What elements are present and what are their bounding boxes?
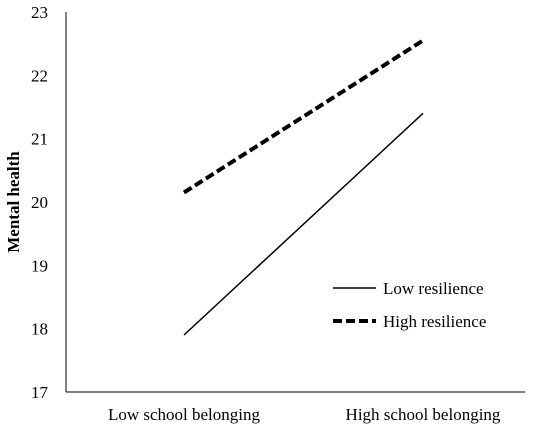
- legend-label: Low resilience: [383, 279, 484, 298]
- y-axis-title: Mental health: [4, 151, 23, 253]
- y-tick-label: 20: [31, 193, 48, 212]
- y-tick-label: 22: [31, 66, 48, 85]
- y-tick-label: 18: [31, 320, 48, 339]
- y-tick-label: 19: [31, 256, 48, 275]
- series-line-low-resilience: [183, 112, 424, 336]
- legend: Low resilience High resilience: [333, 279, 486, 331]
- x-category-label: High school belonging: [346, 405, 501, 424]
- y-tick-label: 21: [31, 130, 48, 149]
- series-line-high-resilience: [182, 38, 425, 195]
- x-axis-ticks: Low school belonging High school belongin…: [108, 405, 501, 424]
- series-layer: [182, 38, 425, 336]
- x-category-label: Low school belonging: [108, 405, 261, 424]
- y-axis-ticks: 17 18 19 20 21 22 23: [31, 3, 49, 402]
- plot-area: [65, 12, 525, 393]
- y-tick-label: 23: [31, 3, 48, 22]
- y-tick-label: 17: [31, 383, 49, 402]
- legend-label: High resilience: [383, 312, 486, 331]
